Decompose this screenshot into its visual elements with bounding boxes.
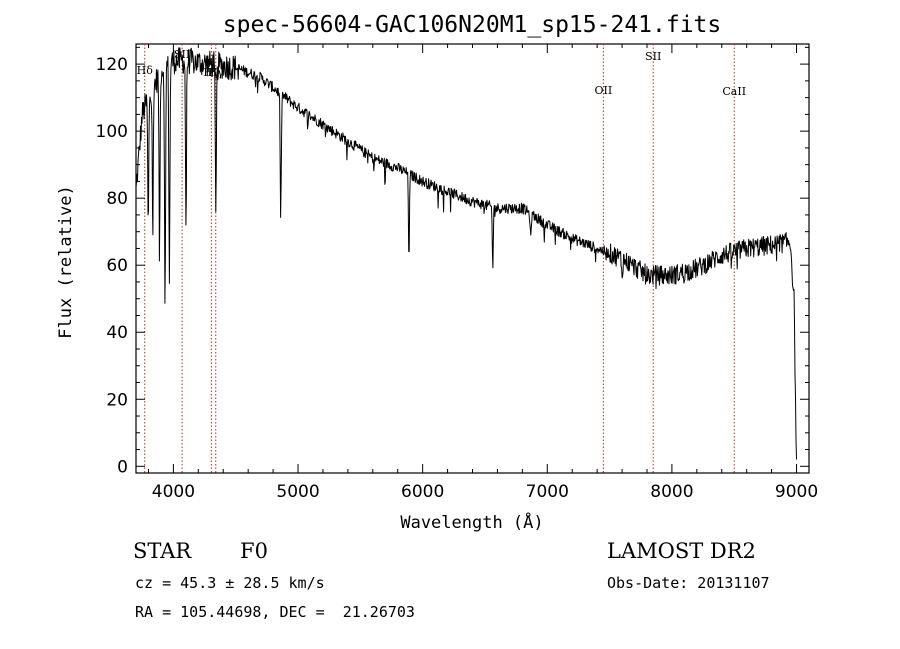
line-marker-label: Hδ [137,64,154,77]
y-tick-label: 80 [106,189,128,209]
line-marker-label: OII [595,84,613,97]
y-tick-label: 60 [106,256,128,276]
observation-date: Obs-Date: 20131107 [607,574,770,592]
line-marker-label: CaII [722,85,746,98]
chart-title: spec-56604-GAC106N20M1_sp15-241.fits [223,12,722,38]
x-tick-label: 5000 [276,482,319,502]
x-tick-label: 4000 [152,482,195,502]
sky-coordinates: RA = 105.44698, DEC = 21.26703 [135,603,415,621]
y-tick-label: 0 [117,457,128,477]
y-tick-label: 120 [96,55,128,75]
line-marker-label: SII [645,50,661,63]
object-subclass: F0 [240,539,268,563]
survey-name: LAMOST DR2 [607,539,756,563]
spectrum-line [135,47,797,460]
x-tick-label: 8000 [650,482,693,502]
x-tick-label: 7000 [526,482,569,502]
y-axis-label: Flux (relative) [56,185,76,339]
y-tick-label: 20 [106,390,128,410]
x-tick-label: 6000 [401,482,444,502]
y-tick-label: 40 [106,323,128,343]
x-axis-label: Wavelength (Å) [400,511,543,533]
object-class: STAR [133,539,192,563]
y-tick-label: 100 [96,122,128,142]
redshift-value: cz = 45.3 ± 28.5 km/s [135,574,325,592]
x-tick-label: 9000 [775,482,818,502]
